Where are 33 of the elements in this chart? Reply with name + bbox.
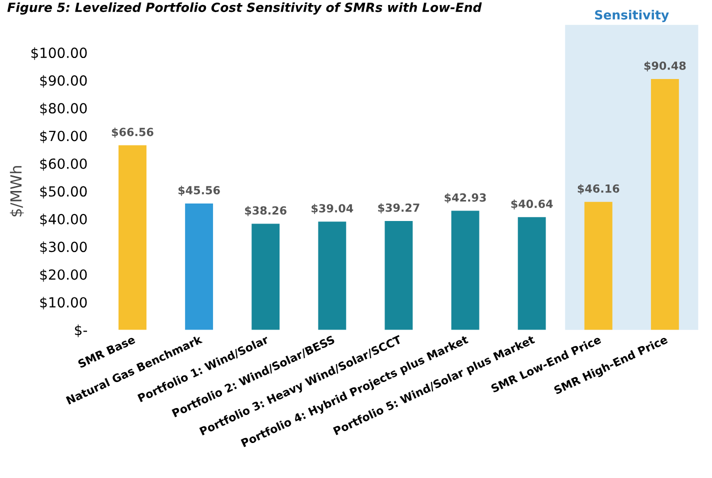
y-tick-label: $70.00	[40, 130, 87, 144]
y-tick-label: $80.00	[40, 102, 87, 116]
bar	[451, 210, 480, 330]
y-tick-label: $-	[75, 324, 88, 338]
data-label: $45.56	[178, 186, 220, 196]
chart-title: Figure 5: Levelized Portfolio Cost Sensitivity of SMRs with Low-End	[7, 2, 482, 15]
bar	[252, 224, 280, 330]
data-label: $66.56	[112, 128, 154, 138]
data-label: $39.27	[378, 203, 420, 214]
data-label: $90.48	[644, 61, 686, 72]
bar	[185, 204, 214, 330]
data-label: $39.04	[312, 204, 354, 214]
bar	[518, 217, 546, 330]
data-label: $46.16	[578, 184, 620, 194]
bar	[584, 202, 612, 330]
y-tick-label: $90.00	[40, 75, 87, 88]
y-axis-title: $/MWh	[10, 166, 24, 216]
data-label: $38.26	[245, 206, 286, 216]
y-tick-label: $60.00	[40, 158, 87, 171]
y-tick-label: $20.00	[40, 269, 87, 282]
y-tick-label: $30.00	[40, 241, 87, 254]
y-tick-label: $50.00	[40, 186, 87, 199]
y-tick-label: $100.00	[31, 47, 87, 60]
x-tick-label: SMR Base	[77, 335, 136, 368]
bar	[650, 78, 679, 330]
y-tick-label: $10.00	[40, 296, 87, 310]
data-label: $40.64	[511, 199, 553, 210]
bar	[384, 220, 413, 330]
bar	[118, 145, 146, 330]
data-label: $42.93	[444, 193, 486, 204]
y-tick-label: $40.00	[40, 214, 87, 226]
band-label: Sensitivity	[595, 10, 669, 22]
bar	[318, 222, 346, 330]
